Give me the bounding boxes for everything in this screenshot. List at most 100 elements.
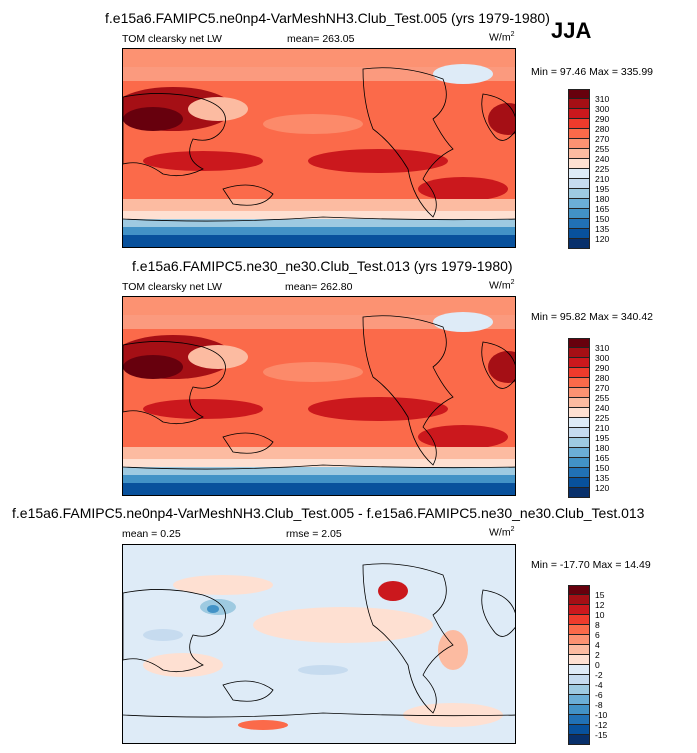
colorbar-swatch (568, 448, 590, 458)
colorbar-tick-label: 10 (595, 610, 605, 620)
colorbar-tick-label: 180 (595, 443, 610, 453)
colorbar-swatch (568, 239, 590, 249)
panel2-units: W/m2 (489, 279, 515, 292)
colorbar-tick-label: 210 (595, 423, 610, 433)
colorbar-swatch (568, 715, 590, 725)
colorbar-swatch (568, 725, 590, 735)
panel2-map (122, 296, 516, 496)
colorbar-tick-label: 120 (595, 234, 610, 244)
colorbar-swatch (568, 468, 590, 478)
colorbar-swatch (568, 169, 590, 179)
colorbar-swatch (568, 705, 590, 715)
colorbar-tick-label: 165 (595, 453, 610, 463)
colorbar-tick-label: 195 (595, 184, 610, 194)
colorbar-swatch (568, 199, 590, 209)
colorbar-tick-label: 150 (595, 463, 610, 473)
panel3-title: f.e15a6.FAMIPC5.ne0np4-VarMeshNH3.Club_T… (12, 505, 645, 521)
colorbar-tick-label: 12 (595, 600, 605, 610)
colorbar-tick-label: 240 (595, 154, 610, 164)
colorbar-swatch (568, 675, 590, 685)
colorbar-swatch (568, 655, 590, 665)
panel3-units: W/m2 (489, 526, 515, 539)
colorbar-tick-label: 290 (595, 114, 610, 124)
colorbar-tick-label: 135 (595, 224, 610, 234)
colorbar-tick-label: 8 (595, 620, 600, 630)
colorbar-tick-label: -15 (595, 730, 608, 740)
colorbar-swatch (568, 378, 590, 388)
colorbar-tick-label: 300 (595, 353, 610, 363)
panel1-units: W/m2 (489, 31, 515, 44)
panel3-mean: mean = 0.25 (122, 528, 181, 540)
colorbar-tick-label: 4 (595, 640, 600, 650)
panel2-colorbar (568, 338, 590, 498)
panel2-minmax: Min = 95.82 Max = 340.42 (531, 311, 653, 323)
panel1-title: f.e15a6.FAMIPC5.ne0np4-VarMeshNH3.Club_T… (105, 10, 550, 26)
colorbar-swatch (568, 665, 590, 675)
colorbar-tick-label: 210 (595, 174, 610, 184)
colorbar-swatch (568, 408, 590, 418)
colorbar-tick-label: -8 (595, 700, 603, 710)
colorbar-tick-label: 300 (595, 104, 610, 114)
colorbar-swatch (568, 605, 590, 615)
colorbar-swatch (568, 398, 590, 408)
panel1-map (122, 48, 516, 248)
colorbar-swatch (568, 438, 590, 448)
colorbar-swatch (568, 428, 590, 438)
panel1-variable: TOM clearsky net LW (122, 33, 222, 45)
colorbar-tick-label: 15 (595, 590, 605, 600)
colorbar-swatch (568, 388, 590, 398)
colorbar-swatch (568, 139, 590, 149)
colorbar-swatch (568, 488, 590, 498)
colorbar-tick-label: 195 (595, 433, 610, 443)
panel3-minmax: Min = -17.70 Max = 14.49 (531, 559, 651, 571)
colorbar-swatch (568, 625, 590, 635)
colorbar-swatch (568, 348, 590, 358)
colorbar-tick-label: 150 (595, 214, 610, 224)
panel2-title: f.e15a6.FAMIPC5.ne30_ne30.Club_Test.013 … (132, 258, 513, 274)
colorbar-tick-label: 270 (595, 134, 610, 144)
colorbar-tick-label: -4 (595, 680, 603, 690)
colorbar-tick-label: 310 (595, 343, 610, 353)
colorbar-tick-label: -10 (595, 710, 608, 720)
colorbar-swatch (568, 119, 590, 129)
colorbar-tick-label: 120 (595, 483, 610, 493)
colorbar-swatch (568, 585, 590, 595)
colorbar-swatch (568, 368, 590, 378)
panel1-colorbar (568, 89, 590, 249)
colorbar-swatch (568, 209, 590, 219)
colorbar-tick-label: 270 (595, 383, 610, 393)
colorbar-swatch (568, 735, 590, 745)
colorbar-swatch (568, 458, 590, 468)
colorbar-swatch (568, 478, 590, 488)
panel3-colorbar (568, 585, 590, 745)
colorbar-tick-label: 255 (595, 144, 610, 154)
colorbar-swatch (568, 615, 590, 625)
colorbar-tick-label: 280 (595, 124, 610, 134)
colorbar-swatch (568, 418, 590, 428)
colorbar-swatch (568, 338, 590, 348)
colorbar-swatch (568, 229, 590, 239)
colorbar-swatch (568, 99, 590, 109)
colorbar-swatch (568, 179, 590, 189)
colorbar-tick-label: -6 (595, 690, 603, 700)
colorbar-tick-label: 225 (595, 413, 610, 423)
colorbar-tick-label: -2 (595, 670, 603, 680)
colorbar-tick-label: 255 (595, 393, 610, 403)
colorbar-tick-label: 310 (595, 94, 610, 104)
colorbar-tick-label: 240 (595, 403, 610, 413)
colorbar-tick-label: 180 (595, 194, 610, 204)
colorbar-swatch (568, 109, 590, 119)
colorbar-swatch (568, 89, 590, 99)
colorbar-tick-label: 290 (595, 363, 610, 373)
colorbar-swatch (568, 695, 590, 705)
panel2-mean: mean= 262.80 (285, 281, 353, 293)
colorbar-swatch (568, 129, 590, 139)
panel1-mean: mean= 263.05 (287, 33, 355, 45)
colorbar-tick-label: 0 (595, 660, 600, 670)
colorbar-swatch (568, 189, 590, 199)
panel3-rmse: rmse = 2.05 (286, 528, 342, 540)
colorbar-swatch (568, 635, 590, 645)
colorbar-swatch (568, 645, 590, 655)
colorbar-tick-label: 2 (595, 650, 600, 660)
colorbar-tick-label: 165 (595, 204, 610, 214)
